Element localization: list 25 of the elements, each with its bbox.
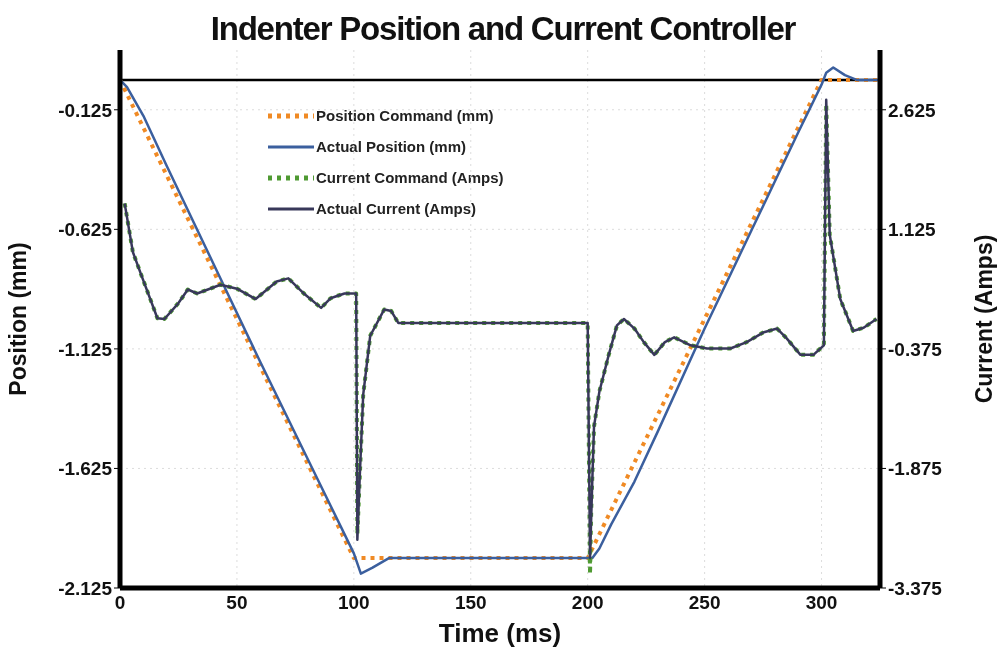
x-axis-title: Time (ms)	[438, 618, 562, 648]
x-tick-label: 50	[226, 592, 248, 614]
legend-label: Actual Position (mm)	[316, 138, 467, 155]
y-tick-label: -0.125	[58, 99, 113, 121]
x-tick-label: 250	[688, 592, 721, 614]
y-tick-label: -2.125	[58, 577, 113, 599]
x-tick-label: 200	[571, 592, 604, 614]
y-tick-label: -1.625	[58, 458, 113, 480]
y2-tick-label: -1.875	[888, 458, 943, 480]
y2-tick-label: 1.125	[888, 219, 936, 241]
x-tick-label: 100	[337, 592, 370, 614]
legend-label: Actual Current (Amps)	[316, 200, 477, 217]
y-tick-label: -1.125	[58, 338, 113, 360]
legend-label: Current Command (Amps)	[316, 169, 504, 186]
y2-tick-label: 2.625	[888, 99, 936, 121]
y2-axis-title: Current (Amps)	[971, 234, 998, 404]
y-axis-title: Position (mm)	[5, 242, 32, 396]
x-tick-label: 150	[454, 592, 487, 614]
x-tick-label: 300	[805, 592, 838, 614]
x-tick-label: 0	[114, 592, 126, 614]
y2-tick-label: -3.375	[888, 577, 943, 599]
legend-label: Position Command (mm)	[316, 107, 494, 124]
y2-tick-label: -0.375	[888, 338, 943, 360]
y-tick-label: -0.625	[58, 219, 113, 241]
chart-title: Indenter Position and Current Controller	[209, 9, 797, 49]
